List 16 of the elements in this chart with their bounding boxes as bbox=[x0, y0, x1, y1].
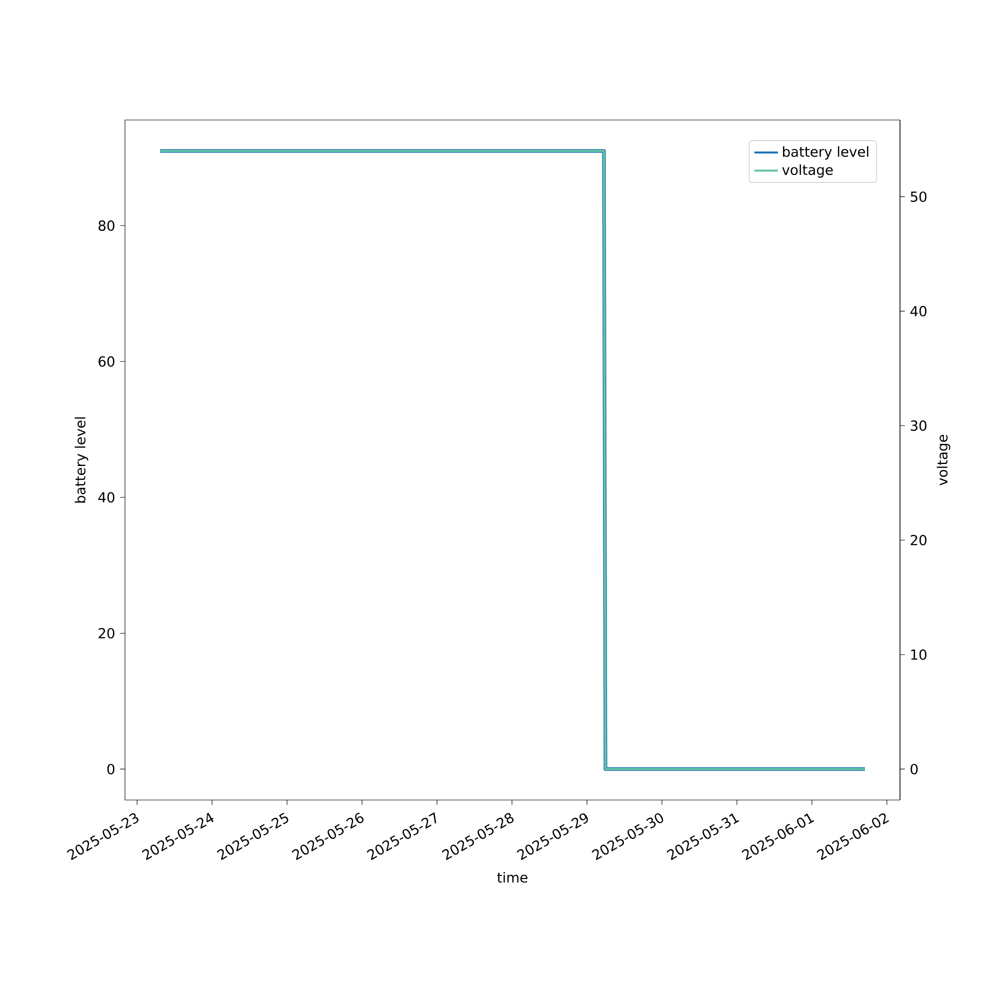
y-axis-title: battery level bbox=[74, 417, 88, 503]
x-axis-title: time bbox=[497, 872, 528, 883]
y-tick-label: 20 bbox=[98, 628, 114, 638]
y-tick-label: 60 bbox=[98, 356, 114, 367]
y2-tick-label: 30 bbox=[910, 420, 926, 431]
y2-tick-label: 10 bbox=[911, 649, 926, 660]
y2-tick-label: 50 bbox=[910, 191, 926, 202]
legend-label: battery level bbox=[783, 146, 868, 160]
y2-axis-title: voltage bbox=[936, 434, 950, 486]
y-tick-label: 80 bbox=[98, 220, 114, 231]
y2-tick-label: 20 bbox=[910, 534, 926, 546]
legend-label: voltage bbox=[782, 164, 833, 178]
y-tick-label: 40 bbox=[98, 492, 114, 503]
y2-tick-label: 0 bbox=[910, 764, 918, 774]
y2-tick-label: 40 bbox=[910, 306, 926, 316]
y-tick-label: 0 bbox=[107, 764, 114, 774]
